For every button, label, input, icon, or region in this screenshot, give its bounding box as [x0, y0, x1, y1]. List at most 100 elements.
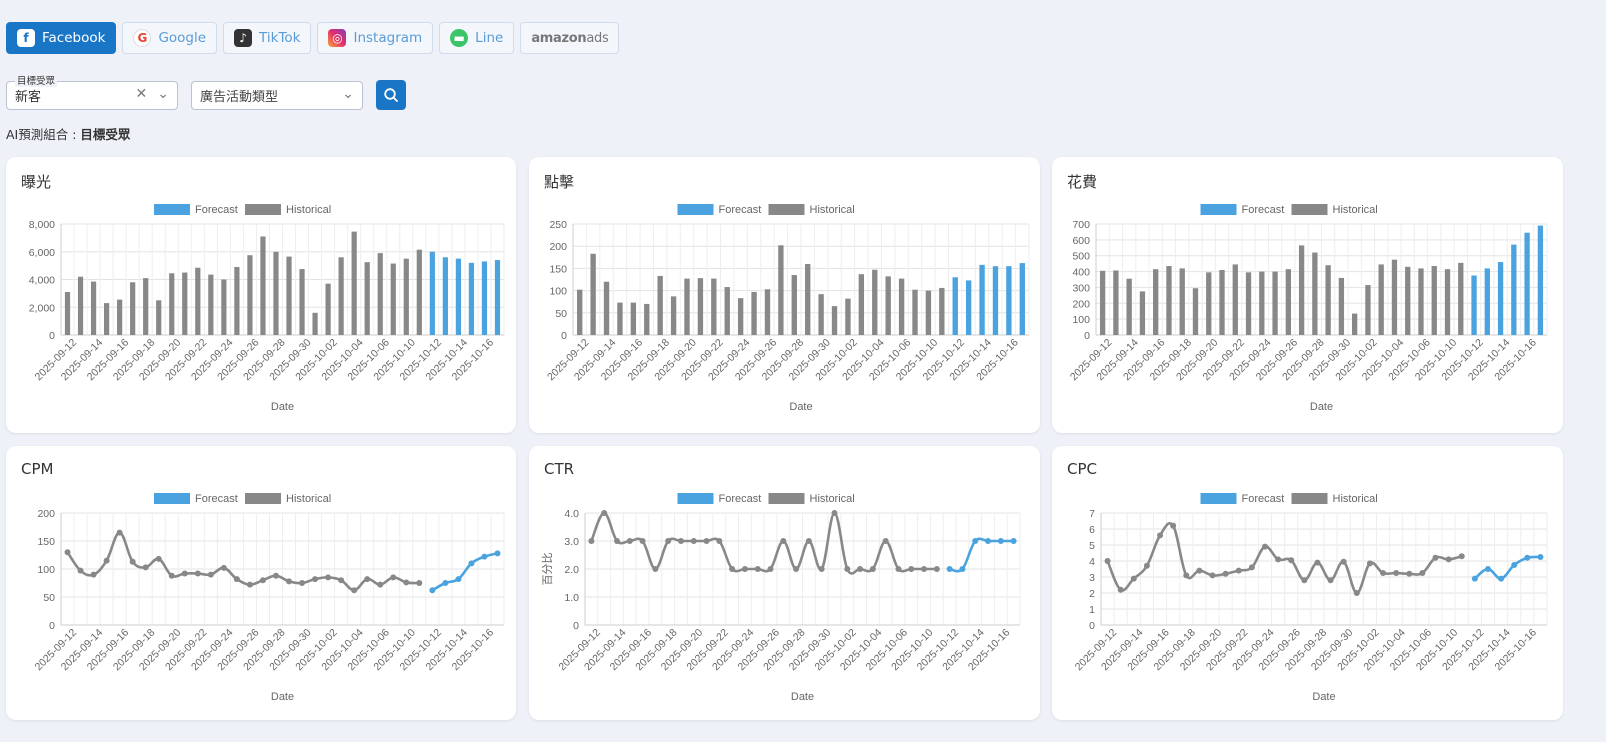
- historical-point: [351, 587, 358, 594]
- historical-bar: [644, 303, 650, 335]
- historical-point: [233, 576, 240, 583]
- google-icon: G: [133, 29, 152, 47]
- historical-point: [90, 571, 97, 578]
- chart-title: CTR: [544, 460, 575, 478]
- historical-point: [729, 566, 736, 572]
- historical-bar: [1192, 288, 1199, 335]
- historical-point: [1183, 572, 1190, 579]
- audience-select-label: 目標受眾: [15, 72, 58, 87]
- chart-card-ctr: CTR Forecast Historical 0 1.0 2.0 3.0 4.0 2025-…: [529, 446, 1040, 720]
- historical-point: [869, 566, 876, 572]
- tab-line[interactable]: ▬ Line: [439, 22, 515, 54]
- tiktok-icon: ♪: [234, 29, 253, 47]
- tab-facebook[interactable]: f Facebook: [6, 22, 117, 54]
- search-button[interactable]: [376, 80, 406, 110]
- legend-swatch-forecast: [154, 204, 190, 215]
- historical-bar: [925, 290, 932, 335]
- historical-bar: [1166, 266, 1172, 335]
- y-tick-label: 4: [1089, 556, 1095, 568]
- historical-point: [588, 538, 595, 544]
- y-tick-label: 50: [43, 592, 55, 604]
- historical-bar: [1139, 291, 1146, 335]
- historical-point: [1432, 554, 1439, 561]
- y-tick-label: 250: [549, 219, 567, 231]
- clear-icon[interactable]: ✕: [135, 85, 148, 102]
- historical-bar: [590, 253, 596, 335]
- chart-card-clicks: 點擊 Forecast Historical 0 50 100 150 200 250 2025…: [529, 157, 1040, 433]
- chart-card-impressions: 曝光 Forecast Historical 0 2,000 4,000 6,000 8,0…: [6, 157, 516, 433]
- chevron-down-icon[interactable]: ⌄: [157, 85, 169, 102]
- campaign-type-select[interactable]: 廣告活動類型 ⌄: [191, 80, 363, 110]
- legend-label-historical: Historical: [1333, 204, 1378, 216]
- forecast-bar: [494, 260, 501, 335]
- historical-point: [116, 529, 123, 536]
- historical-bar: [156, 300, 162, 335]
- tab-label: Instagram: [353, 30, 423, 46]
- y-tick-label: 4,000: [29, 275, 55, 287]
- historical-bar: [1285, 269, 1291, 335]
- historical-point: [1380, 570, 1387, 576]
- y-tick-label: 300: [1072, 282, 1090, 294]
- forecast-bar: [952, 277, 958, 335]
- forecast-point: [1484, 566, 1491, 572]
- forecast-bar: [1537, 225, 1544, 335]
- y-tick-label: 0: [1084, 330, 1090, 342]
- historical-point: [895, 566, 902, 572]
- historical-bar: [1312, 252, 1318, 335]
- historical-bar: [577, 289, 583, 335]
- historical-bar: [791, 275, 797, 335]
- x-axis-label: Date: [1312, 691, 1335, 703]
- historical-point: [716, 538, 723, 544]
- historical-point: [1196, 567, 1203, 574]
- historical-bar: [1099, 270, 1106, 335]
- historical-bar: [1113, 270, 1119, 335]
- legend-swatch-historical: [768, 204, 805, 215]
- y-tick-label: 2: [1089, 588, 1095, 600]
- x-axis-label: Date: [789, 401, 812, 413]
- historical-point: [403, 579, 410, 586]
- historical-bar: [234, 267, 240, 335]
- y-tick-label: 4.0: [564, 508, 579, 520]
- y-tick-label: 8,000: [29, 219, 55, 231]
- historical-point: [338, 577, 345, 584]
- chevron-down-icon[interactable]: ⌄: [342, 85, 354, 102]
- historical-bar: [1325, 265, 1331, 335]
- legend-swatch-forecast: [1200, 493, 1237, 504]
- historical-point: [77, 567, 84, 574]
- forecast-bar: [1471, 275, 1477, 335]
- historical-bar: [697, 278, 704, 335]
- tab-instagram[interactable]: ◎ Instagram: [317, 22, 434, 54]
- historical-bar: [312, 312, 318, 335]
- y-tick-label: 0: [49, 620, 55, 632]
- historical-line: [590, 511, 937, 575]
- tab-google[interactable]: G Google: [122, 22, 218, 54]
- historical-point: [1445, 556, 1452, 563]
- historical-point: [194, 570, 201, 577]
- chart-legend: Forecast Historical: [154, 204, 331, 216]
- historical-point: [325, 574, 332, 581]
- historical-point: [1170, 522, 1177, 529]
- forecast-point: [1511, 562, 1518, 568]
- legend-label-historical: Historical: [286, 204, 331, 216]
- tab-label: Google: [158, 30, 207, 46]
- clicks-chart: Forecast Historical0501001502002502025-09…: [545, 204, 1030, 413]
- historical-point: [64, 549, 71, 556]
- historical-point: [1393, 570, 1400, 576]
- historical-point: [1458, 553, 1465, 560]
- historical-point: [1366, 560, 1373, 567]
- historical-bar: [1259, 271, 1265, 335]
- y-tick-label: 2.0: [564, 564, 579, 576]
- historical-point: [181, 570, 188, 577]
- historical-point: [259, 577, 266, 584]
- historical-bar: [1458, 262, 1464, 335]
- audience-select[interactable]: 目標受眾 新客 ✕ ⌄: [6, 72, 178, 110]
- forecast-point: [494, 550, 501, 557]
- forecast-bar: [1006, 266, 1012, 335]
- tab-amazon-ads[interactable]: amazonads: [520, 22, 620, 54]
- historical-bar: [1153, 269, 1159, 335]
- chart-grid: [60, 223, 505, 336]
- historical-point: [1209, 572, 1216, 579]
- legend-swatch-historical: [1291, 493, 1328, 504]
- tab-tiktok[interactable]: ♪ TikTok: [223, 22, 312, 54]
- search-icon: [384, 88, 398, 102]
